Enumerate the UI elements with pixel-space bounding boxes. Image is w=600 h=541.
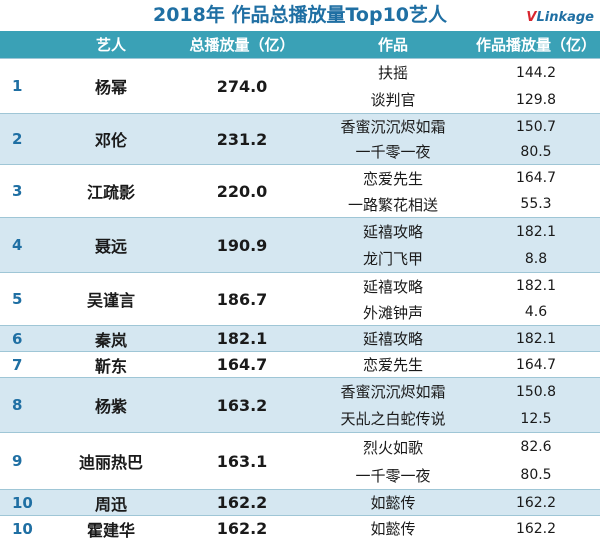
- work-plays-cell: 150.7: [472, 114, 600, 140]
- work-plays-cell: 55.3: [472, 191, 600, 218]
- work-plays-cell: 182.1: [472, 218, 600, 246]
- work-plays-cell: 164.7: [472, 165, 600, 192]
- work-cell: 恋爱先生: [314, 352, 472, 378]
- rank-cell: 10: [0, 490, 52, 516]
- artist-cell: 秦岚: [52, 326, 170, 352]
- work-cell: 香蜜沉沉烬如霜: [314, 114, 472, 140]
- total-plays-cell: 164.7: [170, 352, 314, 378]
- artist-cell: 杨幂: [52, 59, 170, 114]
- total-plays-cell: 162.2: [170, 516, 314, 541]
- artist-cell: 江疏影: [52, 165, 170, 218]
- work-cell: 扶摇: [314, 59, 472, 87]
- work-cell: 天乩之白蛇传说: [314, 405, 472, 433]
- rank-cell: 8: [0, 378, 52, 433]
- work-plays-cell: 8.8: [472, 245, 600, 273]
- work-plays-cell: 12.5: [472, 405, 600, 433]
- total-plays-cell: 231.2: [170, 114, 314, 165]
- vlinkage-logo: VLinkage: [526, 10, 594, 26]
- work-cell: 延禧攻略: [314, 273, 472, 300]
- work-cell: 延禧攻略: [314, 326, 472, 352]
- total-plays-cell: 163.1: [170, 433, 314, 490]
- rank-cell: 2: [0, 114, 52, 165]
- work-plays-cell: 164.7: [472, 352, 600, 378]
- rank-cell: 10: [0, 516, 52, 541]
- total-plays-cell: 182.1: [170, 326, 314, 352]
- header-rank: [0, 31, 52, 59]
- work-cell: 一路繁花相送: [314, 191, 472, 218]
- work-plays-cell: 182.1: [472, 326, 600, 352]
- rank-cell: 5: [0, 273, 52, 326]
- work-cell: 如懿传: [314, 490, 472, 516]
- work-plays-cell: 80.5: [472, 461, 600, 490]
- work-plays-cell: 162.2: [472, 516, 600, 541]
- artist-cell: 迪丽热巴: [52, 433, 170, 490]
- work-cell: 外滩钟声: [314, 299, 472, 326]
- header-total-plays: 总播放量（亿）: [170, 31, 314, 59]
- work-cell: 谈判官: [314, 86, 472, 114]
- header-artist: 艺人: [52, 31, 170, 59]
- work-plays-cell: 182.1: [472, 273, 600, 300]
- rank-cell: 6: [0, 326, 52, 352]
- work-plays-cell: 80.5: [472, 139, 600, 165]
- work-cell: 烈火如歌: [314, 433, 472, 462]
- header-work-plays: 作品播放量（亿）: [472, 31, 600, 59]
- rank-cell: 9: [0, 433, 52, 490]
- rank-cell: 1: [0, 59, 52, 114]
- artist-cell: 靳东: [52, 352, 170, 378]
- artist-cell: 聂远: [52, 218, 170, 273]
- work-cell: 如懿传: [314, 516, 472, 541]
- total-plays-cell: 274.0: [170, 59, 314, 114]
- work-cell: 龙门飞甲: [314, 245, 472, 273]
- table-header-row: 艺人 总播放量（亿） 作品 作品播放量（亿）: [0, 31, 600, 59]
- rank-cell: 3: [0, 165, 52, 218]
- artist-cell: 霍建华: [52, 516, 170, 541]
- page-title: 2018年 作品总播放量Top10艺人: [0, 0, 600, 30]
- total-plays-cell: 220.0: [170, 165, 314, 218]
- work-plays-cell: 150.8: [472, 378, 600, 406]
- work-plays-cell: 129.8: [472, 86, 600, 114]
- work-cell: 恋爱先生: [314, 165, 472, 192]
- work-cell: 一千零一夜: [314, 461, 472, 490]
- rank-cell: 4: [0, 218, 52, 273]
- total-plays-cell: 190.9: [170, 218, 314, 273]
- artist-cell: 周迅: [52, 490, 170, 516]
- header-work: 作品: [314, 31, 472, 59]
- rank-cell: 7: [0, 352, 52, 378]
- work-cell: 一千零一夜: [314, 139, 472, 165]
- work-cell: 香蜜沉沉烬如霜: [314, 378, 472, 406]
- work-cell: 延禧攻略: [314, 218, 472, 246]
- work-plays-cell: 162.2: [472, 490, 600, 516]
- total-plays-cell: 162.2: [170, 490, 314, 516]
- artist-cell: 邓伦: [52, 114, 170, 165]
- work-plays-cell: 82.6: [472, 433, 600, 462]
- total-plays-cell: 163.2: [170, 378, 314, 433]
- artist-cell: 吴谨言: [52, 273, 170, 326]
- work-plays-cell: 144.2: [472, 59, 600, 87]
- work-plays-cell: 4.6: [472, 299, 600, 326]
- artist-cell: 杨紫: [52, 378, 170, 433]
- total-plays-cell: 186.7: [170, 273, 314, 326]
